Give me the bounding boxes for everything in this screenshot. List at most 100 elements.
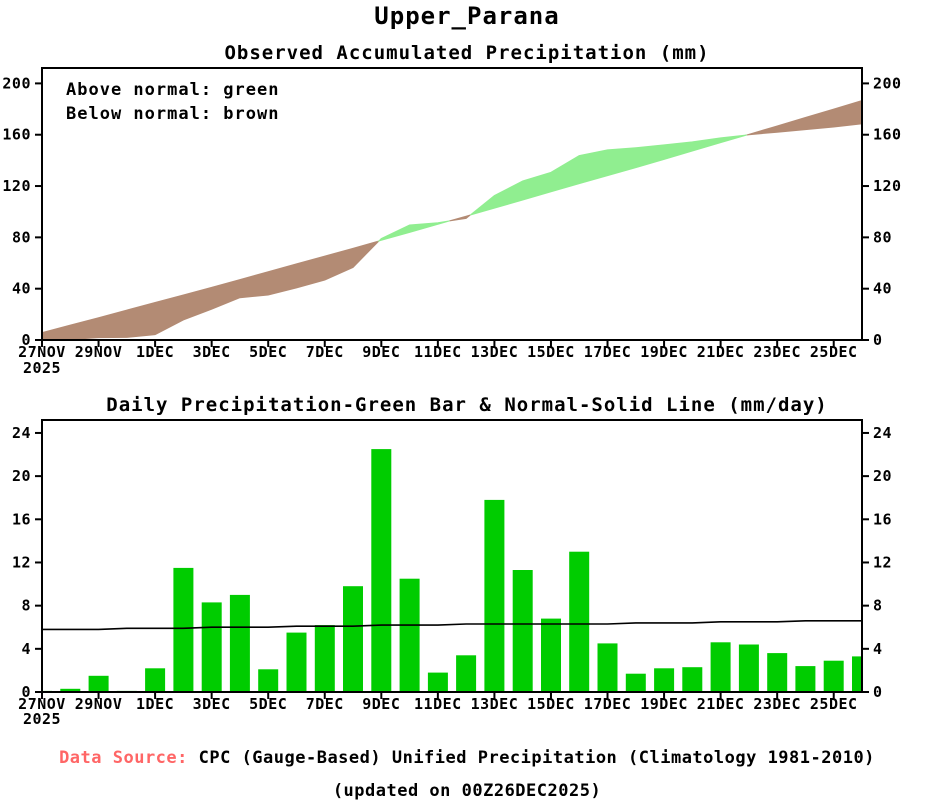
x-tick-label: 23DEC [753, 343, 801, 361]
x-tick-label: 9DEC [362, 695, 400, 713]
y-tick-label-right: 40 [873, 280, 892, 298]
y-tick-label-right: 0 [873, 683, 883, 701]
daily-precip-bar [767, 653, 788, 691]
y-tick-label-left: 0 [21, 331, 31, 349]
y-tick-label-right: 12 [873, 553, 892, 571]
daily-precip-bar [823, 660, 844, 691]
x-tick-label: 5DEC [249, 695, 287, 713]
y-tick-label-left: 16 [12, 510, 31, 528]
daily-precip-bar [541, 618, 561, 691]
daily-precip-bar [852, 656, 861, 691]
x-tick-label: 11DEC [414, 343, 462, 361]
daily-precip-bar [738, 644, 759, 691]
x-tick-label: 7DEC [306, 695, 344, 713]
daily-precip-bar [427, 672, 448, 691]
x-tick-label: 27NOV [18, 695, 66, 713]
daily-precip-bar [795, 666, 816, 691]
normal-line [42, 620, 862, 631]
page-title: Upper_Parana [374, 2, 560, 30]
above-normal-band [469, 134, 747, 216]
y-tick-label-left: 8 [21, 597, 31, 615]
daily-precip-bar [145, 668, 166, 691]
daily-precip-bar [456, 655, 477, 691]
daily-precip-bar [371, 449, 392, 691]
daily-precip-bar [484, 499, 505, 691]
daily-precip-bar [88, 675, 109, 691]
y-tick-label-left: 0 [21, 683, 31, 701]
y-tick-label-left: 200 [2, 74, 31, 92]
data-source-line: Data Source: CPC (Gauge-Based) Unified P… [0, 748, 934, 768]
y-tick-label-right: 160 [873, 126, 902, 144]
y-tick-label-right: 20 [873, 467, 892, 485]
y-tick-label-right: 16 [873, 510, 892, 528]
daily-precip-bar [286, 632, 307, 691]
daily-precip-bar [258, 669, 279, 691]
x-tick-label: 29NOV [75, 695, 123, 713]
daily-precip-bar [173, 567, 194, 691]
data-source-text: CPC (Gauge-Based) Unified Precipitation … [187, 748, 875, 768]
x-tick-label: 13DEC [471, 343, 519, 361]
x-tick-label: 9DEC [362, 343, 400, 361]
y-tick-label-left: 40 [12, 280, 31, 298]
x-tick-label: 23DEC [753, 695, 801, 713]
y-tick-label-right: 80 [873, 228, 892, 246]
daily-precip-bar [569, 551, 590, 691]
daily-precip-bar [597, 643, 618, 691]
x-tick-label: 5DEC [249, 343, 287, 361]
x-tick-label: 7DEC [306, 343, 344, 361]
x-tick-label: 27NOV [18, 343, 66, 361]
y-tick-label-left: 120 [2, 177, 31, 195]
x-tick-label: 19DEC [640, 343, 688, 361]
daily-precip-bar [60, 688, 81, 691]
x-year-label: 2025 [23, 710, 61, 728]
below-normal-band [746, 99, 863, 136]
legend: Above normal: green Below normal: brown [66, 78, 279, 126]
x-tick-label: 21DEC [697, 343, 745, 361]
daily-chart-title: Daily Precipitation-Green Bar & Normal-S… [106, 394, 828, 416]
below-normal-band [41, 240, 381, 341]
x-year-label: 2025 [23, 359, 61, 377]
y-tick-label-right: 200 [873, 74, 902, 92]
x-tick-label: 17DEC [584, 695, 632, 713]
y-tick-label-right: 8 [873, 597, 883, 615]
x-tick-label: 15DEC [527, 695, 575, 713]
legend-above-normal: Above normal: green [66, 80, 280, 100]
x-tick-label: 15DEC [527, 343, 575, 361]
data-source-label: Data Source: [59, 748, 188, 768]
y-tick-label-left: 4 [21, 640, 31, 658]
daily-precip-bar [229, 594, 250, 691]
daily-precip-bar [399, 578, 420, 691]
x-tick-label: 21DEC [697, 695, 745, 713]
x-tick-label: 25DEC [810, 695, 858, 713]
x-tick-label: 13DEC [471, 695, 519, 713]
updated-line: (updated on 00Z26DEC2025) [332, 781, 602, 801]
x-tick-label: 17DEC [584, 343, 632, 361]
above-normal-band [377, 220, 450, 243]
daily-precip-bar [343, 586, 363, 691]
daily-precip-bar [512, 570, 533, 691]
y-tick-label-right: 120 [873, 177, 902, 195]
daily-precip-bar [682, 667, 703, 691]
accumulated-chart-title: Observed Accumulated Precipitation (mm) [224, 42, 710, 64]
y-tick-label-right: 4 [873, 640, 883, 658]
below-normal-band [449, 214, 471, 222]
x-tick-label: 29NOV [75, 343, 123, 361]
y-tick-label-right: 0 [873, 331, 883, 349]
x-tick-label: 1DEC [136, 695, 174, 713]
x-tick-label: 1DEC [136, 343, 174, 361]
y-tick-label-left: 24 [12, 424, 31, 442]
daily-precip-bar [314, 625, 335, 691]
x-tick-label: 3DEC [193, 695, 231, 713]
y-tick-label-left: 20 [12, 467, 31, 485]
legend-below-normal: Below normal: brown [66, 104, 280, 124]
x-tick-label: 19DEC [640, 695, 688, 713]
daily-precip-bar [201, 602, 222, 691]
y-tick-label-right: 24 [873, 424, 892, 442]
y-tick-label-left: 160 [2, 126, 31, 144]
daily-precip-bar [710, 642, 731, 691]
daily-precip-bar [625, 673, 646, 691]
daily-precip-bar [654, 668, 675, 691]
